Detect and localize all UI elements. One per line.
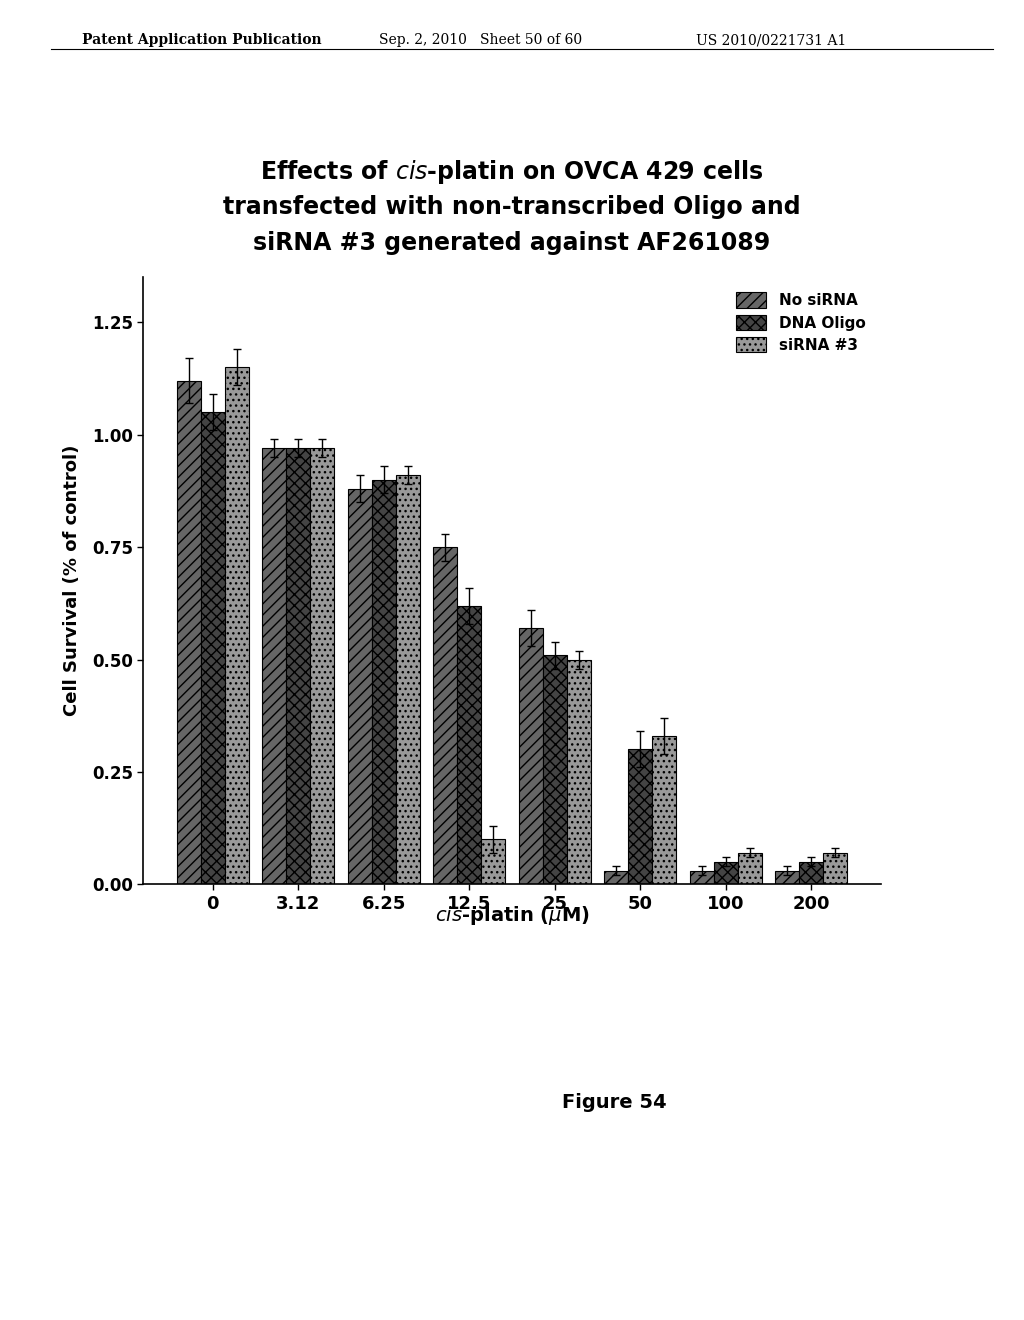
Text: transfected with non-transcribed Oligo and: transfected with non-transcribed Oligo a… bbox=[223, 195, 801, 219]
Bar bbox=[800, 862, 823, 884]
Bar bbox=[604, 871, 629, 884]
Text: siRNA #3 generated against AF261089: siRNA #3 generated against AF261089 bbox=[253, 231, 771, 255]
Bar bbox=[372, 479, 395, 884]
Bar bbox=[714, 862, 737, 884]
Bar bbox=[458, 606, 481, 884]
Bar bbox=[224, 367, 249, 884]
Bar bbox=[519, 628, 543, 884]
Bar bbox=[652, 737, 676, 884]
Bar bbox=[775, 871, 800, 884]
Text: Sep. 2, 2010   Sheet 50 of 60: Sep. 2, 2010 Sheet 50 of 60 bbox=[379, 33, 582, 48]
Bar bbox=[177, 380, 201, 884]
Bar bbox=[737, 853, 762, 884]
Bar bbox=[566, 660, 591, 884]
Legend: No siRNA, DNA Oligo, siRNA #3: No siRNA, DNA Oligo, siRNA #3 bbox=[728, 285, 873, 360]
Bar bbox=[629, 750, 652, 884]
Text: US 2010/0221731 A1: US 2010/0221731 A1 bbox=[696, 33, 847, 48]
Bar bbox=[348, 488, 372, 884]
Bar bbox=[481, 840, 505, 884]
Bar bbox=[690, 871, 714, 884]
Bar bbox=[310, 447, 334, 884]
Bar bbox=[287, 447, 310, 884]
Text: Effects of $\it{cis}$-platin on OVCA 429 cells: Effects of $\it{cis}$-platin on OVCA 429… bbox=[260, 157, 764, 186]
Text: $\it{cis}$-platin ($\mu$M): $\it{cis}$-platin ($\mu$M) bbox=[434, 904, 590, 927]
Text: Figure 54: Figure 54 bbox=[562, 1093, 667, 1111]
Bar bbox=[395, 475, 420, 884]
Text: Patent Application Publication: Patent Application Publication bbox=[82, 33, 322, 48]
Bar bbox=[543, 655, 566, 884]
Bar bbox=[823, 853, 847, 884]
Bar bbox=[262, 447, 287, 884]
Y-axis label: Cell Survival (% of control): Cell Survival (% of control) bbox=[62, 445, 81, 717]
Bar bbox=[433, 546, 458, 884]
Bar bbox=[201, 412, 224, 884]
